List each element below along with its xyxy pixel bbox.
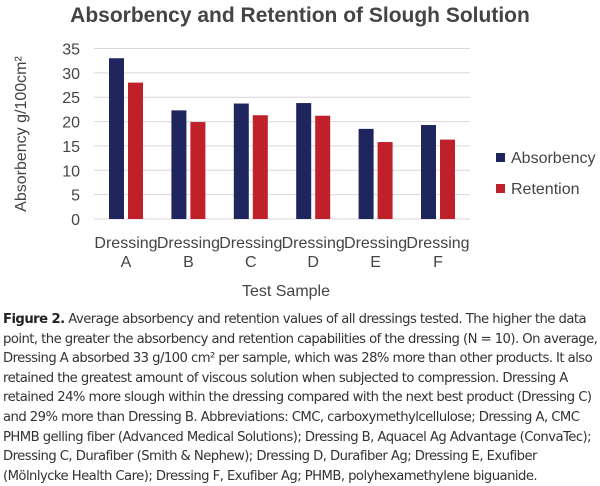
y-axis-label: Absorbency g/100cm²	[13, 56, 30, 212]
chart-title: Absorbency and Retention of Slough Solut…	[70, 4, 530, 27]
x-tick-label: D	[307, 254, 319, 271]
x-tick-label: Dressing	[219, 235, 282, 252]
legend-label: Retention	[511, 181, 580, 198]
bar-absorbency	[233, 103, 249, 219]
legend-label: Absorbency	[511, 150, 596, 167]
y-tick-label: 25	[62, 90, 80, 107]
y-tick-label: 5	[71, 188, 80, 205]
x-tick-label: Dressing	[157, 235, 220, 252]
figure-caption: Figure 2. Average absorbency and retenti…	[3, 310, 599, 486]
bar-absorbency	[421, 124, 436, 219]
bar-chart: Absorbency and Retention of Slough Solut…	[13, 4, 596, 300]
bar-retention	[377, 142, 393, 219]
legend-swatch	[496, 153, 505, 162]
x-tick-label: E	[370, 254, 381, 271]
x-axis-label: Test Sample	[242, 283, 330, 300]
bar-retention	[128, 82, 143, 219]
caption-label: Figure 2.	[3, 312, 65, 327]
x-tick-label: B	[183, 254, 194, 271]
caption-text: Average absorbency and retention values …	[3, 312, 598, 484]
bar-retention	[190, 122, 206, 219]
y-tick-label: 10	[62, 163, 80, 180]
x-tick-label: Dressing	[94, 235, 157, 252]
bar-retention	[315, 115, 331, 219]
x-tick-label: Dressing	[406, 235, 469, 252]
legend-swatch	[496, 184, 505, 193]
bar-absorbency	[109, 58, 124, 219]
y-tick-label: 30	[62, 66, 80, 83]
y-tick-label: 0	[71, 212, 80, 229]
x-tick-label: Dressing	[344, 235, 407, 252]
bar-retention	[440, 139, 455, 219]
bar-absorbency	[296, 103, 312, 219]
y-tick-label: 15	[62, 139, 80, 156]
y-tick-label: 35	[62, 42, 80, 59]
bar-absorbency	[171, 110, 187, 219]
y-tick-label: 20	[62, 115, 80, 132]
x-tick-label: Dressing	[282, 235, 345, 252]
bar-retention	[252, 115, 268, 219]
x-tick-label: A	[121, 254, 132, 271]
bar-absorbency	[358, 128, 374, 219]
x-tick-label: C	[245, 254, 257, 271]
x-tick-label: F	[433, 254, 443, 271]
